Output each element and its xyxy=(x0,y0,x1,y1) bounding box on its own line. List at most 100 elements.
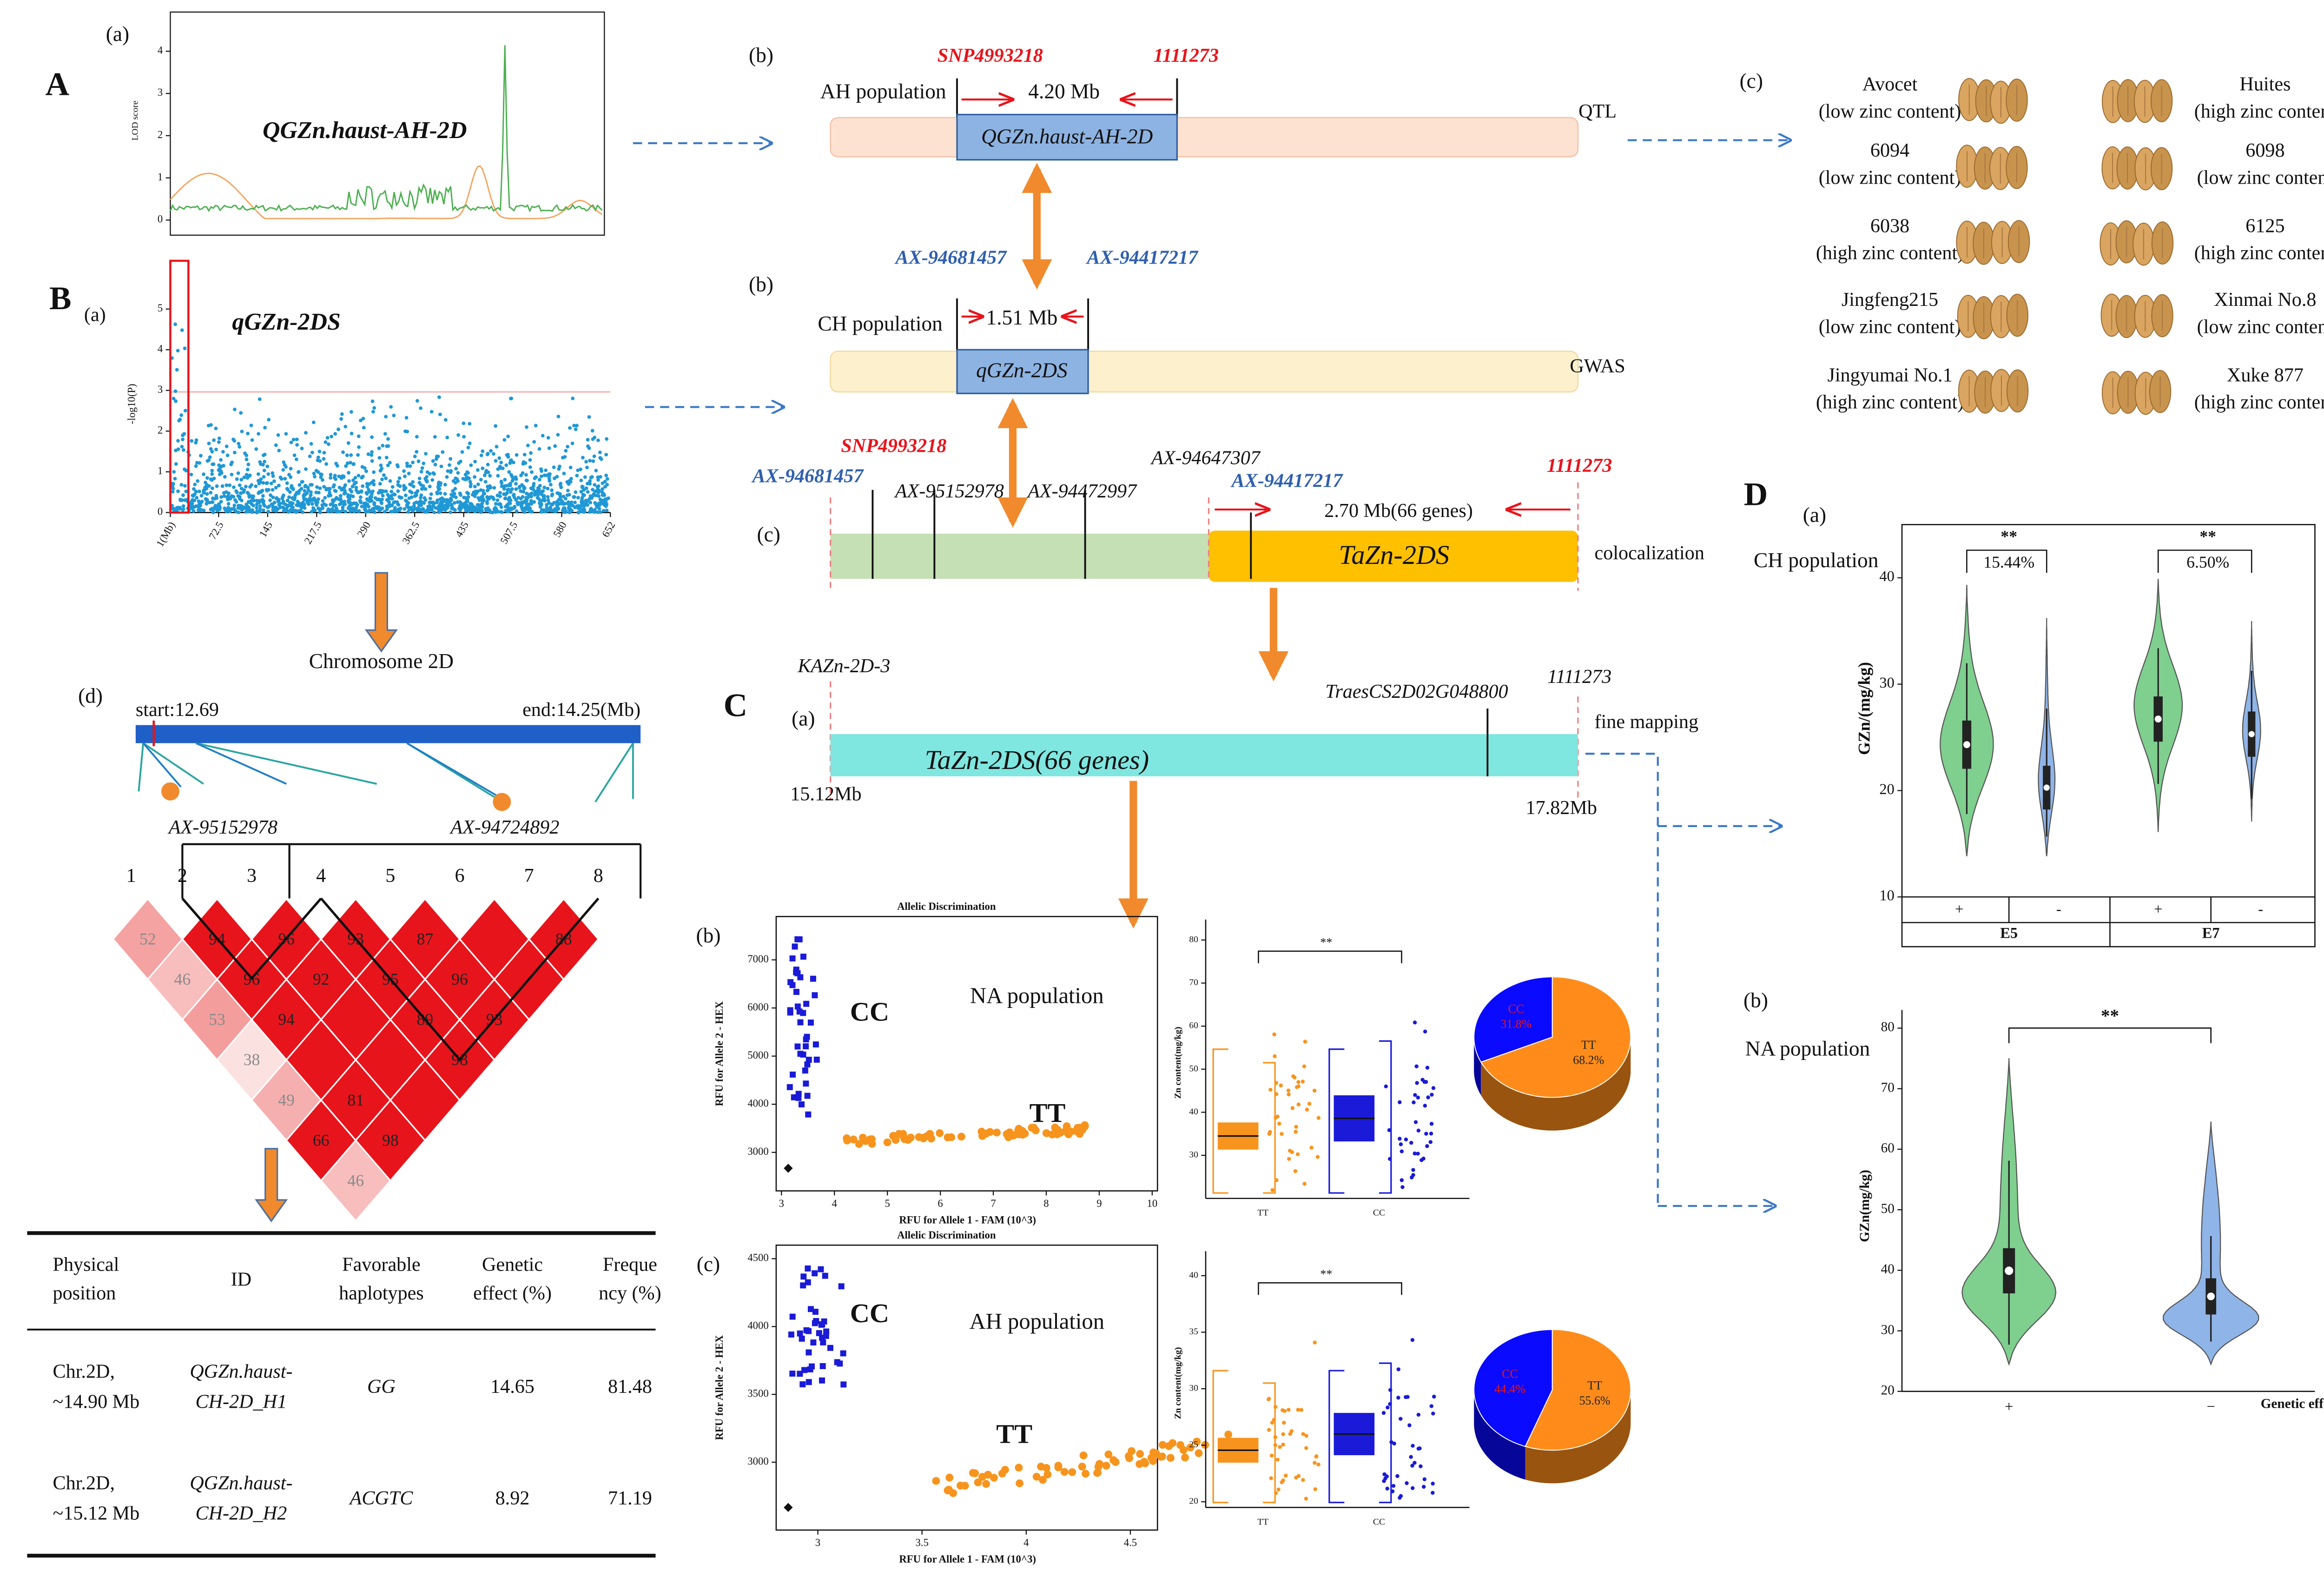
y-tick-label: 7000 xyxy=(747,953,768,965)
snp-dot xyxy=(566,489,570,492)
snp-dot xyxy=(579,478,583,483)
cc-point xyxy=(803,1000,810,1007)
marker-number: 1 xyxy=(126,865,136,887)
snp-dot xyxy=(378,469,383,473)
label: 4.20 Mb xyxy=(1028,79,1100,103)
table-cell: Chr.2D, xyxy=(53,1472,115,1494)
snp-dot xyxy=(346,441,350,445)
cc-dot xyxy=(1419,1158,1424,1162)
snp-dot xyxy=(303,493,307,497)
group-label: + xyxy=(2005,1398,2013,1415)
label: Zn content(mg/kg) xyxy=(1173,1027,1183,1099)
label: Chromosome 2D xyxy=(309,649,454,673)
snp-dot xyxy=(345,461,350,465)
snp-dot xyxy=(242,505,246,509)
snp-dot xyxy=(281,468,285,472)
snp-dot xyxy=(205,483,209,487)
pie-side xyxy=(1481,1039,1631,1131)
tt-point xyxy=(1001,1465,1009,1474)
cc-dot xyxy=(1399,1417,1403,1421)
label: B xyxy=(49,280,72,317)
label: AX-95152978 xyxy=(894,480,1004,502)
snp-dot xyxy=(537,447,541,451)
tt-point xyxy=(932,1477,940,1485)
variety-note: (high zinc content) xyxy=(2194,242,2324,264)
y-tick-label: 5000 xyxy=(747,1049,768,1061)
snp-dot xyxy=(422,501,426,505)
snp-dot xyxy=(371,410,375,414)
violin-median xyxy=(2207,1292,2215,1300)
snp-dot xyxy=(356,453,360,457)
lod-curve xyxy=(170,165,603,219)
pie-value-label: 31.8% xyxy=(1500,1017,1532,1031)
snp-dot xyxy=(172,470,176,474)
snp-dot xyxy=(308,454,312,458)
snp-dot xyxy=(303,506,307,510)
y-tick-label: 40 xyxy=(1189,1270,1198,1280)
marker-number: 8 xyxy=(594,865,603,887)
tt-point xyxy=(1043,1470,1052,1478)
snp-dot xyxy=(291,437,296,442)
snp-dot xyxy=(486,488,490,492)
snp-dot xyxy=(584,460,588,464)
snp-dot xyxy=(605,483,609,487)
tt-dot xyxy=(1286,1088,1291,1093)
snp-dot xyxy=(222,494,226,498)
snp-dot xyxy=(309,442,313,446)
snp-dot xyxy=(588,501,593,504)
snp-dot xyxy=(271,488,275,492)
qtl-bar xyxy=(830,117,1579,158)
snp-dot xyxy=(576,496,580,500)
snp-dot xyxy=(604,473,608,477)
cc-dot xyxy=(1416,1128,1421,1133)
snp-dot xyxy=(548,483,553,487)
snp-dot xyxy=(351,478,355,482)
label: 15.44% xyxy=(1983,553,2034,571)
tt-dot xyxy=(1280,1132,1284,1136)
label: AH population xyxy=(970,1309,1104,1334)
snp-dot xyxy=(488,510,492,514)
snp-dot xyxy=(466,495,470,499)
cc-dot xyxy=(1422,1477,1427,1482)
tt-dot xyxy=(1309,1146,1314,1150)
snp-dot xyxy=(496,474,500,478)
cc-dot xyxy=(1431,1086,1436,1090)
snp-dot xyxy=(370,435,374,439)
snp-dot xyxy=(265,481,269,485)
snp-dot xyxy=(305,500,310,504)
snp-dot xyxy=(586,482,589,486)
snp-dot xyxy=(453,501,456,505)
snp-dot xyxy=(259,477,263,481)
snp-dot xyxy=(569,477,573,481)
snp-dot xyxy=(581,485,585,489)
snp-dot xyxy=(486,463,490,467)
snp-dot xyxy=(473,459,477,464)
snp-dot xyxy=(222,491,226,495)
link-line xyxy=(196,742,377,785)
cc-point xyxy=(822,1272,828,1279)
snp-dot xyxy=(244,510,248,514)
label: (b) xyxy=(749,272,773,296)
snp-dot xyxy=(557,467,561,471)
label: (a) xyxy=(106,22,129,46)
variety-name: 6098 xyxy=(2245,139,2284,161)
snp-dot xyxy=(390,497,394,501)
snp-dot xyxy=(455,477,459,481)
snp-dot xyxy=(254,484,258,488)
cc-point xyxy=(805,1279,811,1285)
cc-point xyxy=(788,1332,794,1338)
snp-dot xyxy=(402,488,406,492)
snp-dot xyxy=(555,475,559,479)
snp-dot xyxy=(212,438,216,442)
snp-dot xyxy=(454,467,458,470)
snp-dot xyxy=(529,502,533,506)
y-tick-label: 1 xyxy=(158,465,163,477)
tt-point xyxy=(1136,1460,1144,1468)
snp-dot xyxy=(211,497,215,500)
x-tick-label: 5 xyxy=(885,1198,890,1209)
table-cell: CH-2D_H2 xyxy=(196,1502,287,1524)
table-header: Genetic xyxy=(482,1253,543,1275)
snp-dot xyxy=(532,500,536,504)
tt-point xyxy=(1037,1463,1045,1471)
snp-dot xyxy=(567,482,570,486)
